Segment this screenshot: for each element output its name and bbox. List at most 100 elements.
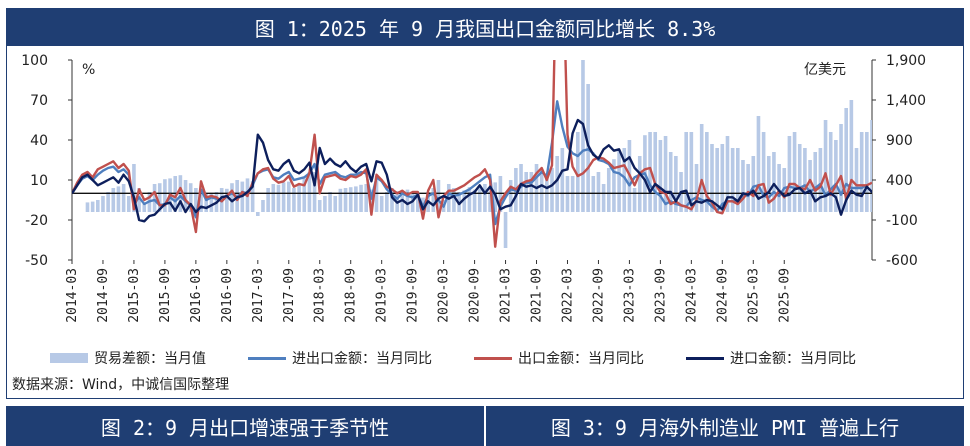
chart-title: 图 1：2025 年 9 月我国出口金额同比增长 8.3%	[254, 16, 716, 41]
x-tick-label: 2021-03	[499, 268, 514, 323]
trade-balance-bar	[173, 176, 178, 212]
trade-balance-bar	[720, 144, 725, 212]
legend-item-trade-balance: 贸易差额：当月值	[50, 348, 206, 368]
trade-balance-bar	[844, 108, 848, 212]
trade-balance-bar	[658, 140, 663, 212]
trade-balance-bar	[705, 132, 709, 212]
trade-balance-bar	[550, 168, 554, 212]
trade-balance-bar	[839, 124, 843, 212]
x-tick-label: 2017-03	[251, 268, 266, 323]
legend-item-import: 进口金额：当月同比	[686, 348, 856, 368]
trade-balance-bar	[302, 178, 307, 212]
trade-balance-bar	[126, 196, 131, 212]
trade-balance-bar	[823, 120, 828, 212]
trade-balance-bar	[230, 183, 234, 212]
trade-balance-bar	[385, 192, 389, 212]
next-figure-titles: 图 2：9 月出口增速强于季节性 图 3：9 月海外制造业 PMI 普遍上行	[6, 406, 964, 446]
legend-label-trade-balance: 贸易差额：当月值	[94, 351, 206, 367]
trade-balance-bar	[555, 156, 559, 212]
x-tick-label: 2020-09	[468, 268, 483, 323]
trade-balance-bar	[560, 148, 565, 212]
trade-balance-bar	[137, 188, 141, 212]
trade-balance-bar	[317, 200, 322, 212]
trade-balance-bar	[854, 148, 859, 212]
trade-balance-bar	[834, 140, 838, 212]
left-tick-label: 40	[30, 133, 48, 149]
x-tick-label: 2021-09	[530, 268, 545, 323]
trade-balance-bar	[632, 188, 637, 212]
trade-balance-bar	[529, 172, 534, 212]
trade-balance-bar	[565, 176, 570, 212]
x-tick-label: 2023-09	[653, 268, 668, 323]
trade-balance-bar	[188, 183, 193, 212]
trade-balance-bar	[653, 132, 658, 212]
trade-balance-bar	[828, 132, 833, 212]
x-tick-label: 2017-09	[282, 268, 297, 323]
x-tick-label: 2018-09	[344, 268, 359, 323]
trade-balance-bar	[333, 196, 338, 212]
trade-balance-bar	[859, 132, 864, 212]
trade-balance-bar	[462, 190, 467, 212]
trade-balance-bar	[524, 172, 528, 212]
x-tick-label: 2019-09	[406, 268, 421, 323]
left-unit-label: %	[82, 62, 95, 78]
x-tick-label: 2025-09	[777, 268, 792, 323]
trade-balance-bar	[225, 188, 229, 212]
right-tick-label: -600	[886, 253, 918, 269]
trade-balance-bar	[689, 132, 694, 212]
trade-balance-bar	[271, 184, 276, 212]
import-yoy-line	[72, 118, 872, 223]
trade-balance-bar	[328, 192, 332, 212]
trade-balance-bar	[865, 132, 869, 212]
legend-swatch-total	[248, 356, 286, 360]
trade-balance-bar	[354, 186, 358, 212]
right-tick-label: 900	[886, 133, 913, 149]
trade-balance-bar	[508, 180, 513, 212]
trade-balance-bar	[261, 200, 265, 212]
trade-balance-bar	[369, 189, 374, 212]
trade-balance-bar	[209, 192, 214, 212]
trade-balance-bar	[431, 188, 436, 212]
legend-label-export: 出口金额：当月同比	[518, 351, 644, 367]
trade-balance-bar	[256, 212, 260, 216]
trade-balance-bar	[323, 196, 327, 212]
trade-balance-bar	[111, 188, 116, 212]
left-tick-label: 70	[30, 93, 48, 109]
legend-item-export: 出口金额：当月同比	[474, 348, 644, 368]
trade-balance-bar	[483, 184, 487, 212]
left-tick-label: -20	[25, 213, 48, 229]
trade-balance-bar	[674, 156, 678, 212]
trade-balance-bar	[101, 196, 105, 212]
trade-balance-bar	[374, 176, 379, 212]
trade-balance-bar	[761, 132, 766, 212]
trade-balance-bar	[875, 128, 879, 212]
source-note: 数据来源：Wind，中诚信国际整理	[12, 377, 230, 393]
trade-balance-bar	[503, 212, 508, 248]
trade-balance-bar	[539, 169, 544, 212]
trade-balance-bar	[183, 180, 188, 212]
trade-balance-bar	[694, 164, 699, 212]
x-tick-label: 2015-03	[127, 268, 142, 323]
trade-balance-bar	[710, 144, 714, 212]
trade-balance-bar	[405, 189, 410, 212]
trade-balance-bar	[436, 180, 441, 212]
legend: 贸易差额：当月值 进出口金额：当月同比 出口金额：当月同比 进口金额：当月同比	[50, 348, 898, 368]
trade-balance-bar	[266, 188, 270, 212]
trade-balance-bar	[772, 152, 776, 212]
trade-balance-bars	[85, 60, 885, 248]
x-tick-label: 2023-03	[622, 268, 637, 323]
trade-balance-bar	[307, 172, 312, 212]
trade-balance-bar	[204, 193, 208, 212]
export-yoy-line	[72, 60, 872, 248]
trade-balance-bar	[808, 160, 812, 212]
chart-frame	[6, 46, 964, 399]
trade-balance-bar	[684, 132, 688, 212]
trade-balance-bar	[199, 188, 203, 212]
trade-balance-bar	[813, 152, 818, 212]
trade-balance-bar	[596, 172, 601, 212]
trade-balance-bar	[881, 112, 885, 212]
trade-balance-bar	[803, 148, 807, 212]
legend-label-total: 进出口金额：当月同比	[292, 351, 432, 367]
x-tick-label: 2022-03	[560, 268, 575, 323]
